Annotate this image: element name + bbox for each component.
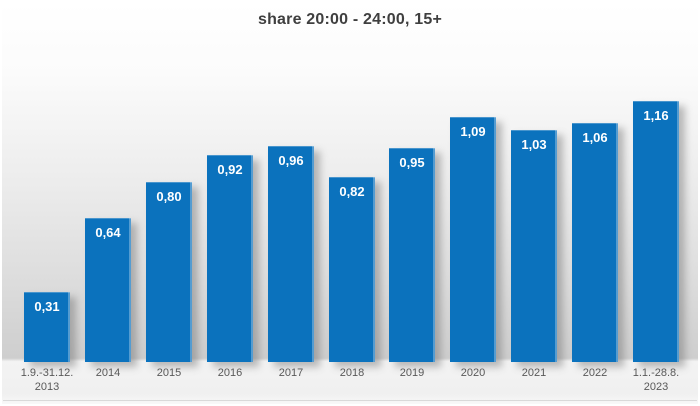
x-axis-label: 2015	[156, 367, 182, 379]
bar: 0,31	[24, 292, 70, 362]
bar-value-label: 1,06	[582, 130, 608, 145]
x-axis-label: 2021	[521, 367, 547, 379]
bottom-border	[3, 400, 697, 401]
bar: 0,82	[329, 177, 375, 362]
bar-value-label: 0,96	[278, 153, 304, 168]
bar-value-label: 1,09	[460, 124, 486, 139]
x-axis-label: 2022	[582, 367, 608, 379]
x-axis-label: 2016	[217, 367, 243, 379]
x-axis-label: 2017	[278, 367, 304, 379]
bar-value-label: 0,95	[399, 155, 425, 170]
x-axis-label: 2018	[339, 367, 365, 379]
bar-value-label: 0,82	[339, 184, 365, 199]
bar-value-label: 1,16	[643, 108, 669, 123]
bar-value-label: 0,31	[34, 299, 60, 314]
x-axis-label: 1.9.-31.12. 2013	[20, 367, 74, 393]
bar: 1,16	[633, 101, 679, 362]
bar-value-label: 0,80	[156, 189, 182, 204]
bar-value-label: 0,92	[217, 162, 243, 177]
bar: 1,09	[450, 117, 496, 362]
bar-value-label: 0,64	[95, 225, 121, 240]
bar: 0,95	[389, 148, 435, 362]
chart-title: share 20:00 - 24:00, 15+	[257, 11, 443, 28]
x-axis-label: 2020	[460, 367, 486, 379]
bar: 0,80	[146, 182, 192, 362]
bar: 1,03	[511, 130, 557, 362]
x-axis-label: 1.1.-28.8. 2023	[632, 367, 680, 393]
bar: 0,92	[207, 155, 253, 362]
bar: 0,64	[85, 218, 131, 362]
x-axis-label: 2019	[399, 367, 425, 379]
bar: 1,06	[572, 123, 618, 362]
x-axis-label: 2014	[95, 367, 121, 379]
bar-value-label: 1,03	[521, 137, 547, 152]
bar: 0,96	[268, 146, 314, 362]
